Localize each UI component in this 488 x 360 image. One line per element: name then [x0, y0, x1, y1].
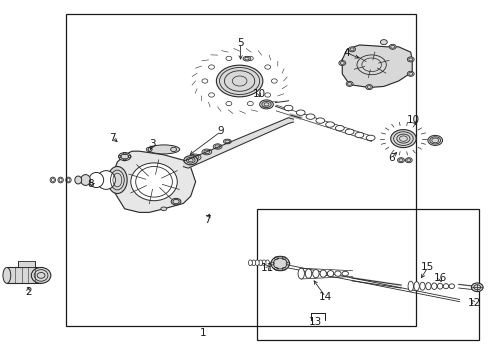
- Ellipse shape: [430, 283, 436, 289]
- Text: 4: 4: [343, 48, 350, 58]
- Text: 13: 13: [308, 317, 322, 327]
- Ellipse shape: [190, 154, 201, 161]
- Ellipse shape: [326, 271, 333, 277]
- Ellipse shape: [315, 118, 324, 123]
- Text: 9: 9: [217, 126, 224, 136]
- Ellipse shape: [243, 57, 250, 61]
- Ellipse shape: [171, 198, 181, 205]
- Ellipse shape: [427, 135, 442, 145]
- Ellipse shape: [320, 270, 326, 277]
- Circle shape: [405, 158, 411, 163]
- Ellipse shape: [258, 260, 262, 266]
- Ellipse shape: [89, 172, 103, 188]
- Ellipse shape: [436, 283, 442, 289]
- Bar: [256, 209, 478, 340]
- Polygon shape: [342, 45, 411, 87]
- Bar: [7, 267, 41, 283]
- Circle shape: [388, 44, 395, 49]
- Circle shape: [470, 283, 482, 292]
- Ellipse shape: [119, 153, 131, 161]
- Ellipse shape: [325, 122, 334, 127]
- Ellipse shape: [223, 139, 231, 144]
- Ellipse shape: [131, 163, 177, 201]
- Circle shape: [338, 60, 345, 66]
- Ellipse shape: [297, 268, 304, 279]
- Text: 5: 5: [237, 38, 244, 48]
- Circle shape: [346, 81, 352, 86]
- Text: 11: 11: [260, 263, 274, 273]
- Text: 15: 15: [420, 262, 434, 272]
- Polygon shape: [112, 151, 195, 212]
- Ellipse shape: [296, 110, 305, 115]
- Text: 8: 8: [87, 179, 94, 189]
- Text: 12: 12: [467, 298, 480, 308]
- Circle shape: [397, 158, 404, 163]
- Ellipse shape: [148, 145, 180, 154]
- Circle shape: [380, 40, 386, 45]
- Text: 7: 7: [204, 215, 211, 225]
- Ellipse shape: [312, 269, 318, 278]
- Ellipse shape: [345, 129, 353, 134]
- Text: 10: 10: [406, 115, 419, 125]
- Ellipse shape: [366, 135, 374, 140]
- Ellipse shape: [161, 207, 166, 211]
- Ellipse shape: [3, 267, 11, 283]
- Ellipse shape: [251, 260, 255, 266]
- Ellipse shape: [354, 132, 363, 138]
- Text: 3: 3: [149, 139, 156, 149]
- Ellipse shape: [183, 156, 197, 165]
- Ellipse shape: [419, 282, 424, 290]
- Text: 16: 16: [432, 273, 446, 283]
- Ellipse shape: [75, 176, 81, 184]
- Ellipse shape: [305, 269, 311, 278]
- Text: 7: 7: [109, 132, 116, 143]
- Ellipse shape: [442, 284, 447, 289]
- Circle shape: [348, 47, 355, 52]
- Text: 6: 6: [387, 153, 394, 163]
- Ellipse shape: [448, 284, 453, 289]
- Ellipse shape: [248, 260, 252, 266]
- Ellipse shape: [255, 260, 259, 266]
- Ellipse shape: [335, 126, 344, 131]
- Text: 1: 1: [199, 328, 206, 338]
- Ellipse shape: [107, 166, 127, 194]
- Ellipse shape: [305, 114, 314, 120]
- Polygon shape: [183, 118, 293, 168]
- Ellipse shape: [259, 100, 273, 109]
- Text: 2: 2: [25, 287, 32, 297]
- Ellipse shape: [202, 149, 211, 155]
- Ellipse shape: [407, 281, 412, 291]
- Ellipse shape: [334, 271, 340, 276]
- Text: 14: 14: [318, 292, 332, 302]
- Bar: [66, 14, 415, 326]
- Ellipse shape: [31, 267, 51, 283]
- Ellipse shape: [284, 105, 292, 111]
- Ellipse shape: [213, 144, 222, 149]
- Ellipse shape: [270, 256, 289, 271]
- Ellipse shape: [425, 283, 430, 290]
- Circle shape: [407, 57, 413, 62]
- Ellipse shape: [216, 65, 263, 97]
- Ellipse shape: [341, 271, 347, 276]
- Ellipse shape: [390, 130, 415, 148]
- Text: 10: 10: [252, 89, 265, 99]
- Ellipse shape: [265, 260, 269, 266]
- Ellipse shape: [97, 171, 115, 189]
- Circle shape: [407, 71, 413, 76]
- Ellipse shape: [81, 175, 90, 185]
- Bar: [18, 261, 35, 267]
- Ellipse shape: [262, 260, 265, 266]
- Circle shape: [365, 85, 372, 90]
- Ellipse shape: [413, 282, 418, 291]
